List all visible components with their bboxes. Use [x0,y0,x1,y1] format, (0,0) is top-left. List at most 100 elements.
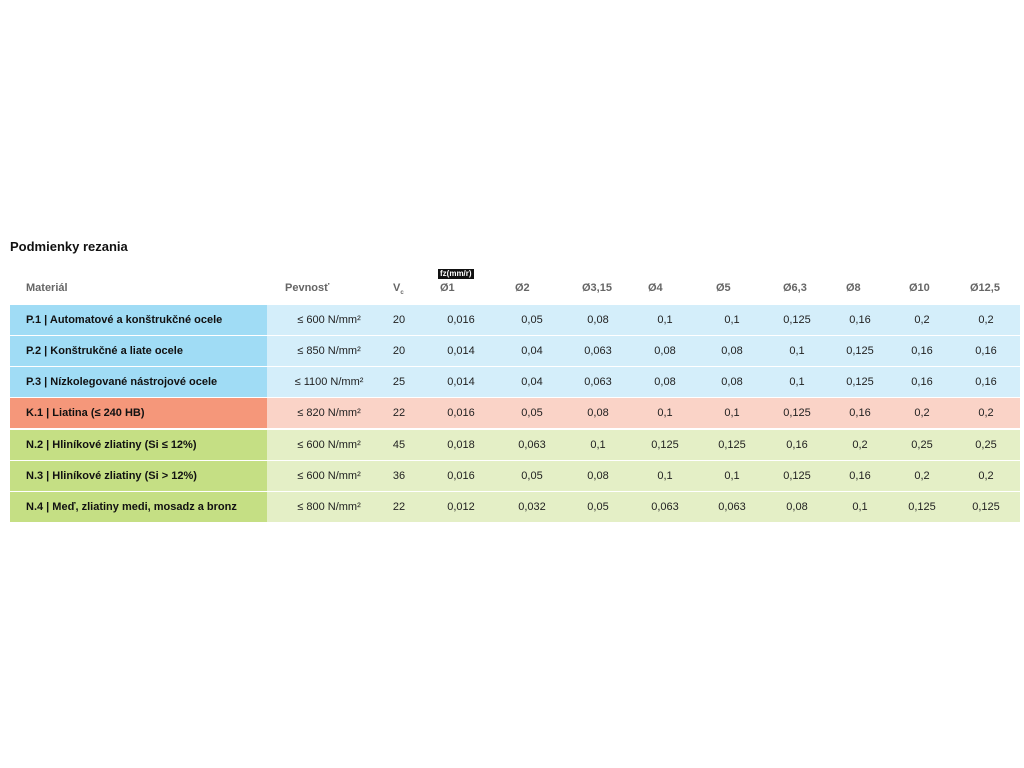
vc-label: V [393,282,401,294]
fz-cell: 0,1 [724,407,740,419]
fz-cell: 0,2 [914,470,930,482]
strength-cell: ≤ 600 N/mm² [297,314,361,326]
fz-cell: 0,063 [584,376,612,388]
strength-cell: ≤ 600 N/mm² [297,470,361,482]
fz-cell: 0,2 [978,314,994,326]
header-diameter: Ø10 [909,282,930,294]
fz-cell: 0,16 [849,470,871,482]
fz-cell: 0,125 [783,314,811,326]
fz-cell: 0,04 [521,345,543,357]
fz-cell: 0,08 [587,407,609,419]
header-diameter: Ø1 [440,282,455,294]
fz-cell: 0,1 [657,314,673,326]
fz-cell: 0,08 [721,345,743,357]
fz-cell: 0,1 [852,501,868,513]
fz-unit-label: fz(mm/r) [438,269,474,279]
fz-cell: 0,125 [972,501,1000,513]
fz-cell: 0,016 [447,470,475,482]
fz-cell: 0,08 [587,314,609,326]
fz-cell: 0,08 [587,470,609,482]
material-cell: N.4 | Meď, zliatiny medi, mosadz a bronz [10,492,267,522]
vc-subscript: c [400,290,404,297]
fz-cell: 0,08 [654,345,676,357]
fz-cell: 0,012 [447,501,475,513]
strength-cell: ≤ 800 N/mm² [297,501,361,513]
fz-cell: 0,16 [786,439,808,451]
table-row: P.1 | Automatové a konštrukčné ocele ≤ 60… [10,305,1020,335]
fz-cell: 0,125 [846,345,874,357]
vc-cell: 20 [392,345,406,357]
fz-cell: 0,04 [521,376,543,388]
fz-cell: 0,125 [846,376,874,388]
vc-cell: 45 [392,439,406,451]
fz-cell: 0,2 [978,407,994,419]
header-diameter: Ø4 [648,282,663,294]
header-diameter: Ø6,3 [783,282,807,294]
fz-cell: 0,16 [911,376,933,388]
strength-cell: ≤ 1100 N/mm² [294,376,364,388]
fz-cell: 0,063 [584,345,612,357]
material-cell: K.1 | Liatina (≤ 240 HB) [10,398,267,428]
fz-cell: 0,16 [975,345,997,357]
fz-cell: 0,125 [783,407,811,419]
table-row: P.2 | Konštrukčné a liate ocele ≤ 850 N/m… [10,336,1020,366]
material-cell: N.3 | Hliníkové zliatiny (Si > 12%) [10,461,267,491]
vc-cell: 22 [392,501,406,513]
fz-cell: 0,1 [657,470,673,482]
vc-cell: 36 [392,470,406,482]
fz-cell: 0,05 [521,470,543,482]
fz-cell: 0,2 [978,470,994,482]
fz-cell: 0,1 [789,345,805,357]
fz-cell: 0,16 [975,376,997,388]
fz-cell: 0,014 [447,376,475,388]
fz-cell: 0,125 [908,501,936,513]
material-cell: P.2 | Konštrukčné a liate ocele [10,336,267,366]
table-row: P.3 | Nízkolegované nástrojové ocele ≤ 11… [10,367,1020,397]
fz-cell: 0,2 [852,439,868,451]
table-row: N.2 | Hliníkové zliatiny (Si ≤ 12%) ≤ 600… [10,430,1020,460]
header-vc: Vc [393,282,404,296]
material-cell: P.1 | Automatové a konštrukčné ocele [10,305,267,335]
vc-cell: 20 [392,314,406,326]
strength-cell: ≤ 850 N/mm² [297,345,361,357]
fz-cell: 0,032 [518,501,546,513]
fz-cell: 0,014 [447,345,475,357]
table-row: N.3 | Hliníkové zliatiny (Si > 12%) ≤ 600… [10,461,1020,491]
strength-cell: ≤ 820 N/mm² [297,407,361,419]
fz-cell: 0,1 [789,376,805,388]
header-diameter: Ø2 [515,282,530,294]
table-row: K.1 | Liatina (≤ 240 HB) ≤ 820 N/mm² 22 0,0… [10,398,1020,428]
header-diameter: Ø12,5 [970,282,1000,294]
fz-cell: 0,063 [651,501,679,513]
material-cell: P.3 | Nízkolegované nástrojové ocele [10,367,267,397]
fz-cell: 0,1 [590,439,606,451]
header-diameter: Ø8 [846,282,861,294]
material-cell: N.2 | Hliníkové zliatiny (Si ≤ 12%) [10,430,267,460]
table-row: N.4 | Meď, zliatiny medi, mosadz a bronz… [10,492,1020,522]
fz-cell: 0,16 [849,407,871,419]
header-diameter: Ø3,15 [582,282,612,294]
fz-cell: 0,08 [721,376,743,388]
fz-cell: 0,05 [521,407,543,419]
vc-cell: 25 [392,376,406,388]
section-title: Podmienky rezania [10,239,128,254]
fz-cell: 0,125 [718,439,746,451]
fz-cell: 0,016 [447,407,475,419]
fz-cell: 0,08 [654,376,676,388]
vc-cell: 22 [392,407,406,419]
fz-cell: 0,25 [975,439,997,451]
header-strength: Pevnosť [285,282,330,294]
fz-cell: 0,16 [911,345,933,357]
fz-cell: 0,125 [651,439,679,451]
fz-cell: 0,1 [724,314,740,326]
fz-cell: 0,018 [447,439,475,451]
strength-cell: ≤ 600 N/mm² [297,439,361,451]
fz-cell: 0,2 [914,314,930,326]
fz-cell: 0,1 [724,470,740,482]
fz-cell: 0,08 [786,501,808,513]
fz-cell: 0,2 [914,407,930,419]
fz-cell: 0,016 [447,314,475,326]
header-diameter: Ø5 [716,282,731,294]
fz-cell: 0,16 [849,314,871,326]
fz-cell: 0,125 [783,470,811,482]
